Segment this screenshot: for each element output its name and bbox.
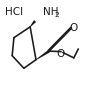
Polygon shape: [30, 20, 36, 27]
Text: NH: NH: [43, 7, 58, 17]
Text: HCl: HCl: [5, 7, 23, 17]
Polygon shape: [36, 50, 50, 60]
Text: O: O: [57, 49, 65, 59]
Text: 2: 2: [55, 12, 60, 18]
Text: O: O: [69, 23, 78, 33]
